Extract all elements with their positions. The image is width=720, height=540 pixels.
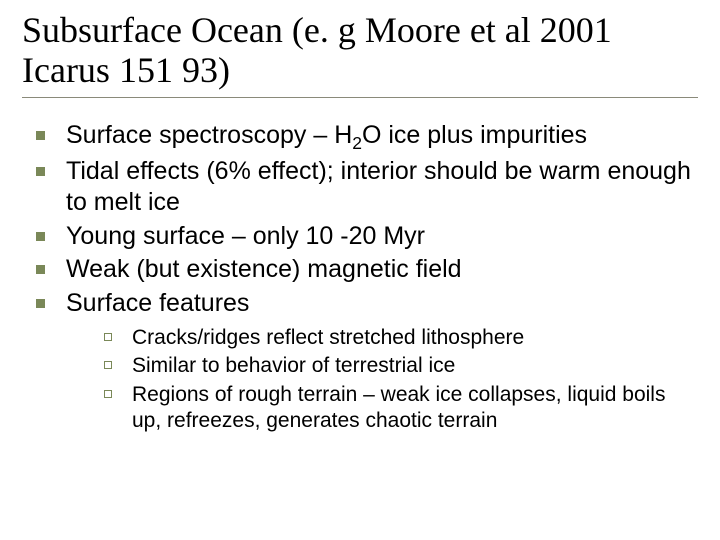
bullet-text-post: O ice plus impurities xyxy=(362,121,587,149)
slide: Subsurface Ocean (e. g Moore et al 2001 … xyxy=(0,0,720,540)
subbullet-text: Similar to behavior of terrestrial ice xyxy=(132,354,455,377)
bullet-text-pre: Surface spectroscopy – H xyxy=(66,121,352,149)
title-line-1: Subsurface Ocean (e. g Moore et al 2001 xyxy=(22,10,612,50)
bullet-item: Surface spectroscopy – H2O ice plus impu… xyxy=(36,120,698,154)
subbullet-item: Similar to behavior of terrestrial ice xyxy=(104,353,698,379)
bullet-item: Tidal effects (6% effect); interior shou… xyxy=(36,156,698,219)
bullet-item: Young surface – only 10 -20 Myr xyxy=(36,221,698,253)
bullet-list: Surface spectroscopy – H2O ice plus impu… xyxy=(22,120,698,435)
subbullet-item: Cracks/ridges reflect stretched lithosph… xyxy=(104,325,698,351)
bullet-text: Surface features xyxy=(66,289,249,317)
title-line-2: Icarus 151 93) xyxy=(22,50,230,90)
subbullet-list: Cracks/ridges reflect stretched lithosph… xyxy=(66,325,698,434)
subbullet-text: Cracks/ridges reflect stretched lithosph… xyxy=(132,326,524,349)
bullet-text: Tidal effects (6% effect); interior shou… xyxy=(66,157,691,217)
subbullet-item: Regions of rough terrain – weak ice coll… xyxy=(104,382,698,435)
bullet-text: Young surface – only 10 -20 Myr xyxy=(66,222,425,250)
bullet-text: Weak (but existence) magnetic field xyxy=(66,255,462,283)
bullet-item: Weak (but existence) magnetic field xyxy=(36,254,698,286)
subbullet-text: Regions of rough terrain – weak ice coll… xyxy=(132,383,665,432)
slide-title: Subsurface Ocean (e. g Moore et al 2001 … xyxy=(22,10,698,91)
title-underline xyxy=(22,97,698,98)
bullet-item: Surface features Cracks/ridges reflect s… xyxy=(36,288,698,435)
bullet-subscript: 2 xyxy=(352,133,362,153)
